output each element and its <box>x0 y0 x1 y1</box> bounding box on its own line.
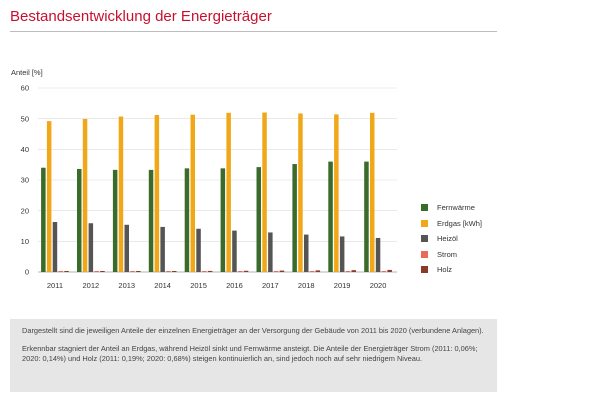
legend-swatch <box>421 266 428 274</box>
y-tick-label: 10 <box>21 237 29 246</box>
x-tick-label: 2016 <box>226 281 243 290</box>
bar-holz-2013 <box>136 271 141 272</box>
y-tick-labels: 0 10 20 30 40 50 60 <box>21 84 29 277</box>
bar-fernwärme-2017 <box>256 167 261 272</box>
x-tick-label: 2014 <box>154 281 171 290</box>
legend-label: Fernwärme <box>437 203 475 213</box>
bar-strom-2014 <box>166 271 171 272</box>
bar-fernwärme-2012 <box>77 168 82 272</box>
bar-fernwärme-2013 <box>112 169 118 272</box>
y-tick-label: 0 <box>25 268 29 277</box>
legend-label: Heizöl <box>437 234 458 244</box>
bar-heizöl-2016 <box>232 230 237 272</box>
x-tick-label: 2012 <box>83 281 100 290</box>
bar-fernwärme-2011 <box>41 167 46 272</box>
x-tick-label: 2017 <box>262 281 279 290</box>
bar-heizöl-2012 <box>88 223 94 272</box>
bar-erdgas-kwh--2019 <box>334 114 339 272</box>
bar-fernwärme-2016 <box>220 168 226 272</box>
y-tick-label: 50 <box>21 114 29 123</box>
y-tick-label: 60 <box>21 84 29 93</box>
bar-holz-2020 <box>387 269 392 272</box>
bar-erdgas-kwh--2016 <box>226 112 231 272</box>
y-tick-label: 20 <box>21 206 29 215</box>
x-tick-label: 2020 <box>370 281 387 290</box>
bar-fernwärme-2020 <box>364 161 369 272</box>
bar-heizöl-2020 <box>375 237 381 272</box>
bar-erdgas-kwh--2012 <box>82 118 88 273</box>
x-tick-label: 2011 <box>47 281 63 290</box>
bar-erdgas-kwh--2014 <box>154 114 160 272</box>
bar-holz-2017 <box>279 270 285 272</box>
legend-item: Erdgas [kWh] <box>421 216 482 232</box>
x-tick-label: 2015 <box>190 281 207 290</box>
bar-strom-2018 <box>309 271 315 272</box>
bar-heizöl-2014 <box>160 226 165 272</box>
legend-item: Fernwärme <box>421 200 482 216</box>
bar-erdgas-kwh--2013 <box>118 116 124 273</box>
bar-holz-2012 <box>100 271 105 272</box>
bar-strom-2016 <box>238 271 243 272</box>
bar-fernwärme-2015 <box>184 168 190 272</box>
x-tick-label: 2018 <box>298 281 315 290</box>
bar-holz-2018 <box>315 270 321 272</box>
legend-label: Holz <box>437 265 453 275</box>
bar-fernwärme-2014 <box>148 169 154 272</box>
bar-erdgas-kwh--2015 <box>190 114 195 273</box>
legend-swatch <box>421 250 428 258</box>
bar-holz-2015 <box>207 270 213 272</box>
x-tick-labels: 2011 2012 2013 2014 2015 2016 2017 2018 2019 2020 <box>47 281 387 290</box>
legend-swatch <box>421 204 428 212</box>
bar-strom-2019 <box>345 271 351 272</box>
bars <box>41 112 392 273</box>
bar-holz-2019 <box>351 270 356 272</box>
description-paragraph-1: Dargestellt sind die jeweiligen Anteile … <box>22 326 484 335</box>
bar-fernwärme-2019 <box>328 161 333 272</box>
bar-heizöl-2019 <box>339 236 345 272</box>
y-tick-label: 30 <box>21 176 29 185</box>
bar-strom-2020 <box>381 271 387 272</box>
legend-item: Heizöl <box>421 231 482 247</box>
bar-holz-2011 <box>64 271 69 272</box>
bar-strom-2012 <box>94 271 99 272</box>
bar-fernwärme-2018 <box>292 164 297 272</box>
legend-label: Strom <box>437 249 458 259</box>
legend-swatch <box>421 219 428 227</box>
title-divider <box>10 31 497 32</box>
bar-strom-2011 <box>58 271 63 272</box>
legend: Fernwärme Erdgas [kWh] Heizöl Strom Holz <box>421 200 482 278</box>
bar-erdgas-kwh--2020 <box>370 112 375 272</box>
bar-erdgas-kwh--2017 <box>262 112 267 273</box>
legend-item: Holz <box>421 262 482 278</box>
legend-swatch <box>421 235 428 243</box>
bar-heizöl-2015 <box>196 228 201 272</box>
bar-erdgas-kwh--2018 <box>298 113 303 272</box>
bar-strom-2017 <box>273 271 279 272</box>
bar-strom-2013 <box>130 271 135 272</box>
chart-title: Bestandsentwicklung der Energieträger <box>10 8 272 25</box>
description-paragraph-2: Erkennbar stagniert der Anteil an Erdgas… <box>22 343 478 364</box>
x-tick-label: 2019 <box>334 281 351 290</box>
description-box: Dargestellt sind die jeweiligen Anteile … <box>10 319 497 392</box>
y-tick-label: 40 <box>21 145 29 154</box>
bar-holz-2014 <box>172 271 177 272</box>
bar-heizöl-2013 <box>124 224 129 272</box>
bar-erdgas-kwh--2011 <box>46 121 52 273</box>
y-axis-label: Anteil [%] <box>11 68 43 77</box>
legend-label: Erdgas [kWh] <box>437 218 483 228</box>
bar-heizöl-2011 <box>52 222 58 272</box>
bar-heizöl-2017 <box>268 232 273 272</box>
bar-heizöl-2018 <box>304 234 309 272</box>
bar-strom-2015 <box>202 271 207 272</box>
x-tick-label: 2013 <box>118 281 135 290</box>
bar-holz-2016 <box>243 270 249 272</box>
legend-item: Strom <box>421 247 482 263</box>
